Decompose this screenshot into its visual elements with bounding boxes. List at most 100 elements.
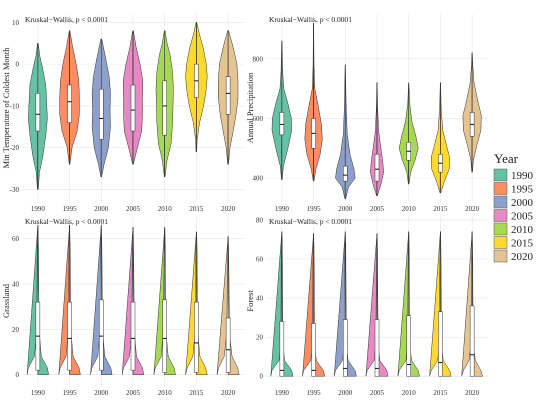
panel-2: 400 600 800 1990 1995 2000 2005 2010 2015 2020 Ann… bbox=[245, 14, 488, 213]
x-tick-label: 1990 bbox=[31, 205, 46, 213]
x-tick-label: 1990 bbox=[31, 389, 46, 397]
x-tick-label: 2010 bbox=[402, 205, 417, 213]
iqr-box-2005 bbox=[130, 301, 136, 371]
iqr-box-2010 bbox=[406, 315, 411, 377]
x-tick-label: 1995 bbox=[63, 205, 78, 213]
x-tick-label: 2000 bbox=[94, 205, 109, 213]
y-tick-label: 20 bbox=[12, 326, 20, 334]
legend-swatch-2015 bbox=[493, 236, 508, 249]
legend-label-2010: 2010 bbox=[511, 224, 534, 236]
iqr-box-2020 bbox=[225, 76, 231, 115]
legend-swatch-2020 bbox=[493, 249, 508, 263]
iqr-box-2005 bbox=[130, 84, 136, 132]
x-tick-label: 2015 bbox=[433, 205, 448, 213]
x-tick-label: 2005 bbox=[370, 389, 385, 397]
legend-title: Year bbox=[494, 151, 519, 166]
x-tick-label: 1990 bbox=[275, 205, 290, 213]
violin-2010 bbox=[398, 82, 419, 185]
violin-2015 bbox=[185, 22, 208, 153]
legend-label-1995: 1995 bbox=[511, 184, 534, 196]
y-tick-label: 800 bbox=[253, 55, 264, 63]
y-tick-label: 60 bbox=[256, 255, 264, 263]
y-axis-label: Forest bbox=[245, 290, 255, 312]
iqr-box-2005 bbox=[374, 154, 380, 182]
y-tick-label: 60 bbox=[12, 235, 20, 243]
y-tick-label: 80 bbox=[256, 216, 264, 224]
x-tick-label: 2000 bbox=[94, 389, 109, 397]
stat-annotation: Kruskal−Wallis, p < 0.0001 bbox=[25, 217, 108, 226]
y-tick-label: 0 bbox=[16, 371, 20, 379]
iqr-box-2010 bbox=[162, 299, 167, 373]
violin-2010 bbox=[153, 227, 176, 375]
y-axis-label: Grassland bbox=[1, 283, 11, 318]
violin-2010 bbox=[155, 30, 174, 178]
y-tick-label: -20 bbox=[10, 144, 20, 152]
iqr-box-2015 bbox=[194, 301, 199, 373]
panel-4: 0 20 40 60 80 1990 1995 2000 2005 2010 2015 2020 For… bbox=[245, 216, 488, 397]
x-tick-label: 2010 bbox=[158, 205, 173, 213]
y-tick-label: 20 bbox=[256, 334, 264, 342]
iqr-box-2000 bbox=[99, 299, 104, 371]
legend-swatch-2000 bbox=[493, 195, 508, 209]
y-axis-label: Annual Precipitation bbox=[245, 72, 255, 143]
stat-annotation: Kruskal−Wallis, p < 0.0001 bbox=[25, 15, 108, 24]
iqr-box-2000 bbox=[343, 319, 348, 377]
x-tick-label: 2020 bbox=[465, 205, 480, 213]
x-tick-label: 2005 bbox=[126, 389, 141, 397]
iqr-box-2020 bbox=[225, 317, 231, 373]
y-tick-label: 600 bbox=[253, 115, 264, 123]
x-tick-label: 1995 bbox=[63, 389, 78, 397]
iqr-box-1995 bbox=[311, 323, 316, 377]
iqr-box-1990 bbox=[35, 93, 41, 132]
y-tick-label: 0 bbox=[260, 373, 264, 381]
x-tick-label: 1995 bbox=[307, 205, 322, 213]
iqr-box-2020 bbox=[469, 305, 475, 377]
x-tick-label: 2005 bbox=[126, 205, 141, 213]
violin-1995 bbox=[59, 30, 80, 165]
y-tick-label: 40 bbox=[256, 295, 264, 303]
x-tick-label: 2010 bbox=[158, 389, 173, 397]
legend-swatch-1995 bbox=[493, 182, 508, 195]
x-tick-label: 2000 bbox=[338, 205, 353, 213]
x-tick-label: 2015 bbox=[433, 389, 448, 397]
iqr-box-1995 bbox=[67, 84, 72, 123]
violin-2010 bbox=[397, 231, 420, 377]
violin-2015 bbox=[429, 231, 452, 377]
x-tick-label: 2020 bbox=[221, 389, 236, 397]
iqr-box-2005 bbox=[374, 319, 380, 377]
legend-label-2015: 2015 bbox=[511, 238, 534, 250]
iqr-box-2000 bbox=[99, 88, 104, 140]
legend-label-2000: 2000 bbox=[511, 197, 534, 209]
legend-swatch-1990 bbox=[493, 168, 508, 182]
y-axis-label: Min Temperature of Coldest Month bbox=[1, 47, 11, 169]
x-tick-label: 2020 bbox=[221, 205, 236, 213]
legend-swatch-2005 bbox=[493, 209, 508, 222]
legend-label-2005: 2005 bbox=[511, 211, 534, 223]
iqr-box-1995 bbox=[67, 301, 72, 371]
x-tick-label: 2010 bbox=[402, 389, 417, 397]
violin-1990 bbox=[28, 42, 48, 190]
stat-annotation: Kruskal−Wallis, p < 0.0001 bbox=[269, 15, 352, 24]
iqr-box-2010 bbox=[162, 80, 167, 136]
y-tick-label: 40 bbox=[12, 281, 20, 289]
x-tick-label: 1990 bbox=[275, 389, 290, 397]
x-tick-label: 2005 bbox=[370, 205, 385, 213]
panel-1: -30 -20 -10 0 10 1990 1995 2000 2005 2010 2015 2020… bbox=[1, 14, 244, 213]
x-tick-label: 2015 bbox=[189, 205, 204, 213]
y-tick-label: 0 bbox=[16, 61, 20, 69]
x-tick-label: 2000 bbox=[338, 389, 353, 397]
iqr-box-1990 bbox=[279, 321, 285, 377]
iqr-box-1990 bbox=[279, 112, 285, 136]
legend-swatch-2010 bbox=[493, 222, 508, 236]
y-tick-label: -30 bbox=[10, 186, 20, 194]
y-tick-label: -10 bbox=[10, 102, 20, 110]
violin-2015 bbox=[430, 82, 450, 194]
legend-label-2020: 2020 bbox=[511, 251, 534, 263]
y-tick-label: 400 bbox=[253, 175, 264, 183]
x-tick-label: 2020 bbox=[465, 389, 480, 397]
x-tick-label: 1995 bbox=[307, 389, 322, 397]
x-tick-label: 2015 bbox=[189, 389, 204, 397]
